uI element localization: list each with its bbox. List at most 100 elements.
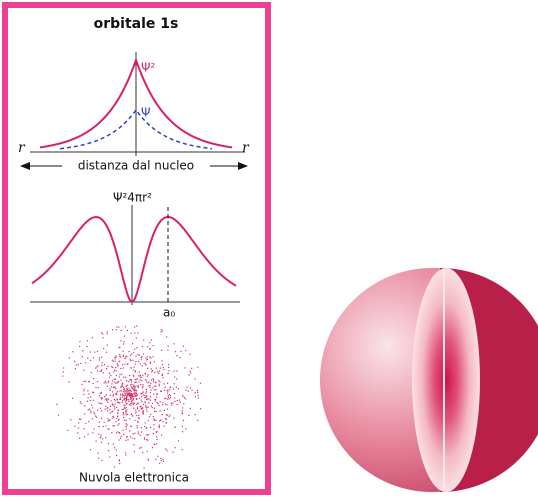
cloud-dot xyxy=(96,417,97,418)
cloud-dot xyxy=(141,393,142,394)
cloud-dot xyxy=(115,357,116,358)
cloud-dot xyxy=(114,406,115,407)
cloud-dot xyxy=(90,400,91,401)
cloud-dot xyxy=(158,380,159,381)
cloud-dot xyxy=(80,419,81,420)
cloud-dot xyxy=(139,381,140,382)
cloud-dot xyxy=(111,386,112,387)
cloud-dot xyxy=(141,400,142,401)
cloud-dot xyxy=(89,381,90,382)
cloud-dot xyxy=(169,394,170,395)
cloud-dot xyxy=(167,415,168,416)
cloud-dot xyxy=(173,371,174,372)
sphere xyxy=(320,268,538,492)
cloud-dot xyxy=(144,426,145,427)
cloud-dot xyxy=(83,390,84,391)
cloud-dot xyxy=(171,403,172,404)
cloud-dot xyxy=(130,333,131,334)
cloud-dot xyxy=(134,433,135,434)
cloud-dot xyxy=(176,386,177,387)
cloud-dot xyxy=(132,394,133,395)
cloud-dot xyxy=(127,391,128,392)
cloud-dot xyxy=(130,399,131,400)
cloud-dot xyxy=(119,354,120,355)
cloud-dot xyxy=(83,370,84,371)
cloud-dot xyxy=(101,410,102,411)
cloud-dot xyxy=(79,346,80,347)
cloud-dot xyxy=(150,400,151,401)
cloud-dot xyxy=(80,363,81,364)
cloud-dot xyxy=(164,410,165,411)
cloud-dot xyxy=(145,379,146,380)
cloud-dot xyxy=(133,398,134,399)
cloud-dot xyxy=(114,369,115,370)
cloud-dot xyxy=(165,404,166,405)
cloud-dot xyxy=(126,409,127,410)
cloud-dot xyxy=(101,460,102,461)
cloud-dot xyxy=(97,351,98,352)
cloud-dot xyxy=(134,382,135,383)
cloud-dot xyxy=(137,425,138,426)
cloud-dot xyxy=(115,393,116,394)
cloud-dot xyxy=(133,352,134,353)
cloud-dot xyxy=(173,452,174,453)
cloud-dot xyxy=(119,376,120,377)
cloud-dot xyxy=(160,331,161,332)
cloud-dot xyxy=(167,373,168,374)
cloud-dot xyxy=(90,396,91,397)
cloud-dot xyxy=(200,408,201,409)
cloud-dot xyxy=(107,408,108,409)
cloud-dot xyxy=(68,382,69,383)
cloud-dot xyxy=(111,432,112,433)
cloud-dot xyxy=(116,370,117,371)
cloud-dot xyxy=(151,380,152,381)
cloud-dot xyxy=(79,438,80,439)
cloud-dot xyxy=(131,387,132,388)
cloud-dot xyxy=(142,401,143,402)
cloud-dot xyxy=(115,383,116,384)
cloud-dot xyxy=(131,413,132,414)
cloud-dot xyxy=(130,405,131,406)
cloud-dot xyxy=(120,395,121,396)
cloud-dot xyxy=(123,387,124,388)
cloud-dot xyxy=(106,394,107,395)
cloud-dot xyxy=(179,399,180,400)
cloud-dot xyxy=(190,371,191,372)
cloud-dot xyxy=(125,326,126,327)
cloud-dot xyxy=(159,427,160,428)
cloud-dot xyxy=(115,361,116,362)
cloud-dot xyxy=(114,408,115,409)
cloud-dot xyxy=(182,449,183,450)
cloud-dot xyxy=(128,401,129,402)
cloud-dot xyxy=(197,392,198,393)
cloud-dot xyxy=(168,367,169,368)
cloud-dot xyxy=(147,398,148,399)
cloud-dot xyxy=(126,423,127,424)
cloud-dot xyxy=(156,368,157,369)
cloud-dot xyxy=(177,400,178,401)
cloud-dot xyxy=(142,384,143,385)
cloud-dot xyxy=(116,450,117,451)
cloud-dot xyxy=(161,329,162,330)
cloud-dot xyxy=(130,426,131,427)
cloud-dot xyxy=(171,404,172,405)
cloud-dot xyxy=(84,428,85,429)
cloud-dot xyxy=(147,459,148,460)
cloud-dot xyxy=(102,438,103,439)
cloud-dot xyxy=(93,412,94,413)
cloud-dot xyxy=(107,333,108,334)
cloud-dot xyxy=(155,400,156,401)
cloud-dot xyxy=(117,382,118,383)
cloud-dot xyxy=(131,386,132,387)
cloud-dot xyxy=(164,426,165,427)
cloud-dot xyxy=(104,382,105,383)
psi2-label: Ψ² xyxy=(141,61,155,75)
cloud-dot xyxy=(155,459,156,460)
cloud-dot xyxy=(123,409,124,410)
cloud-dot xyxy=(168,395,169,396)
cloud-dot xyxy=(126,380,127,381)
cloud-dot xyxy=(105,406,106,407)
cloud-dot xyxy=(133,404,134,405)
cloud-dot xyxy=(167,390,168,391)
cloud-dot xyxy=(84,413,85,414)
